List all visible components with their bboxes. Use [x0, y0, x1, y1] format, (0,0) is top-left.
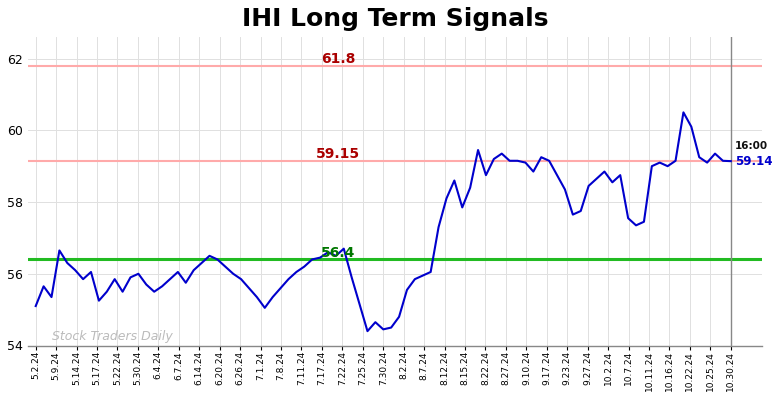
- Text: 56.4: 56.4: [321, 246, 355, 260]
- Title: IHI Long Term Signals: IHI Long Term Signals: [241, 7, 548, 31]
- Text: 16:00: 16:00: [735, 140, 768, 150]
- Text: 61.8: 61.8: [321, 52, 355, 66]
- Text: Stock Traders Daily: Stock Traders Daily: [52, 330, 172, 343]
- Text: 59.14: 59.14: [735, 156, 772, 168]
- Text: 59.15: 59.15: [316, 147, 360, 161]
